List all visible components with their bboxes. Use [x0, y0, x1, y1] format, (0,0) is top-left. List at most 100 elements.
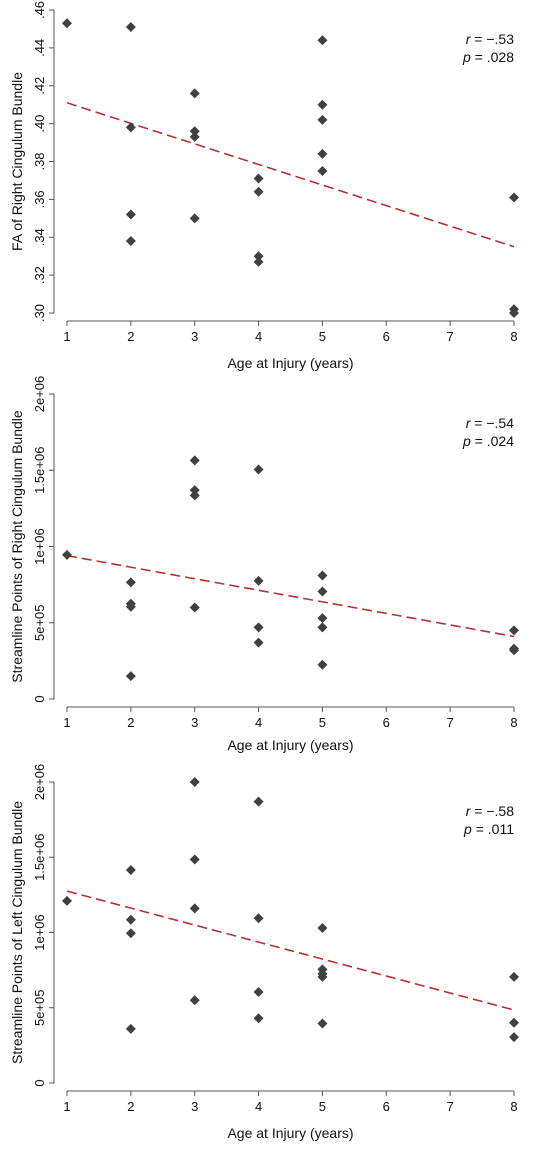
data-point	[62, 18, 72, 29]
data-point	[253, 173, 264, 184]
x-tick-label: 7	[447, 1099, 454, 1114]
data-point	[189, 995, 200, 1006]
data-point	[125, 601, 136, 612]
data-point	[317, 659, 328, 670]
x-tick-label: 2	[127, 329, 134, 344]
data-point	[125, 209, 136, 220]
x-tick-label: 6	[383, 715, 390, 730]
x-tick-label: 2	[127, 1099, 134, 1114]
x-tick-label: 3	[191, 329, 198, 344]
fit-line	[66, 102, 515, 248]
y-tick-label: .38	[32, 152, 47, 170]
data-point	[317, 922, 328, 933]
x-tick-label: 5	[319, 715, 326, 730]
data-point	[317, 35, 328, 46]
y-tick-label: 2e+06	[32, 376, 47, 413]
data-point	[317, 165, 328, 176]
data-point	[62, 549, 72, 560]
r-statistic: r = −.53	[466, 31, 514, 47]
fit-line	[66, 890, 515, 1011]
y-tick-label: 1.5e+06	[32, 834, 47, 881]
x-tick-label: 8	[510, 715, 517, 730]
data-point	[189, 777, 200, 787]
data-point	[253, 256, 264, 267]
data-point	[317, 622, 328, 633]
x-tick-label: 4	[255, 1099, 262, 1114]
data-point	[253, 913, 264, 924]
data-point	[125, 928, 136, 939]
y-tick-label: .34	[32, 228, 47, 246]
data-point	[509, 1032, 519, 1043]
data-point	[125, 577, 136, 588]
data-point	[125, 914, 136, 925]
data-point	[317, 99, 328, 110]
y-tick-label: .44	[32, 39, 47, 57]
data-point	[253, 986, 264, 997]
data-point	[189, 490, 200, 501]
chart-panel-1: .30 .32 .34 .36 .38 .40 .42 .44 .46 1 2 3 4 5 6 7 8 Age a…	[9, 1, 519, 371]
x-tick-label: 5	[319, 1099, 326, 1114]
x-tick-label: 4	[255, 715, 262, 730]
y-tick-label: 1.5e+06	[32, 447, 47, 494]
data-point	[317, 586, 328, 597]
p-statistic: p = .011	[463, 821, 514, 837]
data-point	[125, 671, 136, 682]
y-tick-label: 1e+06	[32, 914, 47, 951]
data-point	[189, 88, 200, 99]
x-tick-label: 3	[191, 715, 198, 730]
fit-line	[66, 554, 515, 638]
x-tick-label: 2	[127, 715, 134, 730]
y-tick-label: 0	[32, 695, 47, 702]
y-tick-label: 5e+05	[32, 604, 47, 641]
data-point	[125, 865, 136, 876]
chart-panel-3: 0 5e+05 1e+06 1.5e+06 2e+06 1 2 3 4 5 6 7 8 Age at In…	[9, 764, 519, 1141]
data-point	[317, 114, 328, 125]
y-axis-title: Streamline Points of Right Cingulum Bund…	[9, 410, 25, 683]
x-tick-label: 1	[63, 715, 70, 730]
data-point	[189, 213, 200, 224]
y-axis-title: Streamline Points of Left Cingulum Bundl…	[9, 801, 25, 1064]
data-point	[189, 854, 200, 865]
x-tick-label: 5	[319, 329, 326, 344]
data-point	[253, 796, 264, 807]
data-point	[509, 192, 519, 203]
data-point	[509, 308, 519, 318]
x-tick-label: 3	[191, 1099, 198, 1114]
data-point	[253, 575, 264, 586]
x-tick-label: 6	[383, 329, 390, 344]
data-point	[509, 971, 519, 982]
data-point	[62, 895, 72, 906]
y-tick-label: .46	[32, 1, 47, 19]
y-tick-label: .30	[32, 304, 47, 322]
data-point	[189, 485, 200, 496]
data-point	[317, 148, 328, 159]
r-statistic: r = −.58	[466, 803, 514, 819]
data-point	[317, 1018, 328, 1029]
data-point	[317, 570, 328, 581]
y-tick-label: 2e+06	[32, 764, 47, 801]
y-tick-label: .42	[32, 77, 47, 95]
data-point	[125, 122, 136, 133]
p-statistic: p = .024	[462, 433, 514, 449]
data-point	[509, 1017, 519, 1028]
y-axis-title: FA of Right Cingulum Bundle	[9, 72, 25, 251]
data-point	[253, 1013, 264, 1024]
y-tick-label: .36	[32, 190, 47, 208]
x-axis-title: Age at Injury (years)	[227, 355, 353, 371]
y-tick-label: 5e+05	[32, 989, 47, 1026]
data-point	[317, 613, 328, 624]
x-tick-label: 1	[63, 1099, 70, 1114]
data-point	[253, 186, 264, 197]
data-point	[317, 971, 328, 982]
data-point	[125, 236, 136, 247]
x-axis-title: Age at Injury (years)	[227, 737, 353, 753]
x-tick-label: 6	[383, 1099, 390, 1114]
data-point	[189, 455, 200, 466]
y-tick-label: .32	[32, 266, 47, 284]
x-tick-label: 7	[447, 329, 454, 344]
x-tick-label: 1	[63, 329, 70, 344]
y-tick-label: 1e+06	[32, 528, 47, 565]
data-point	[253, 637, 264, 648]
